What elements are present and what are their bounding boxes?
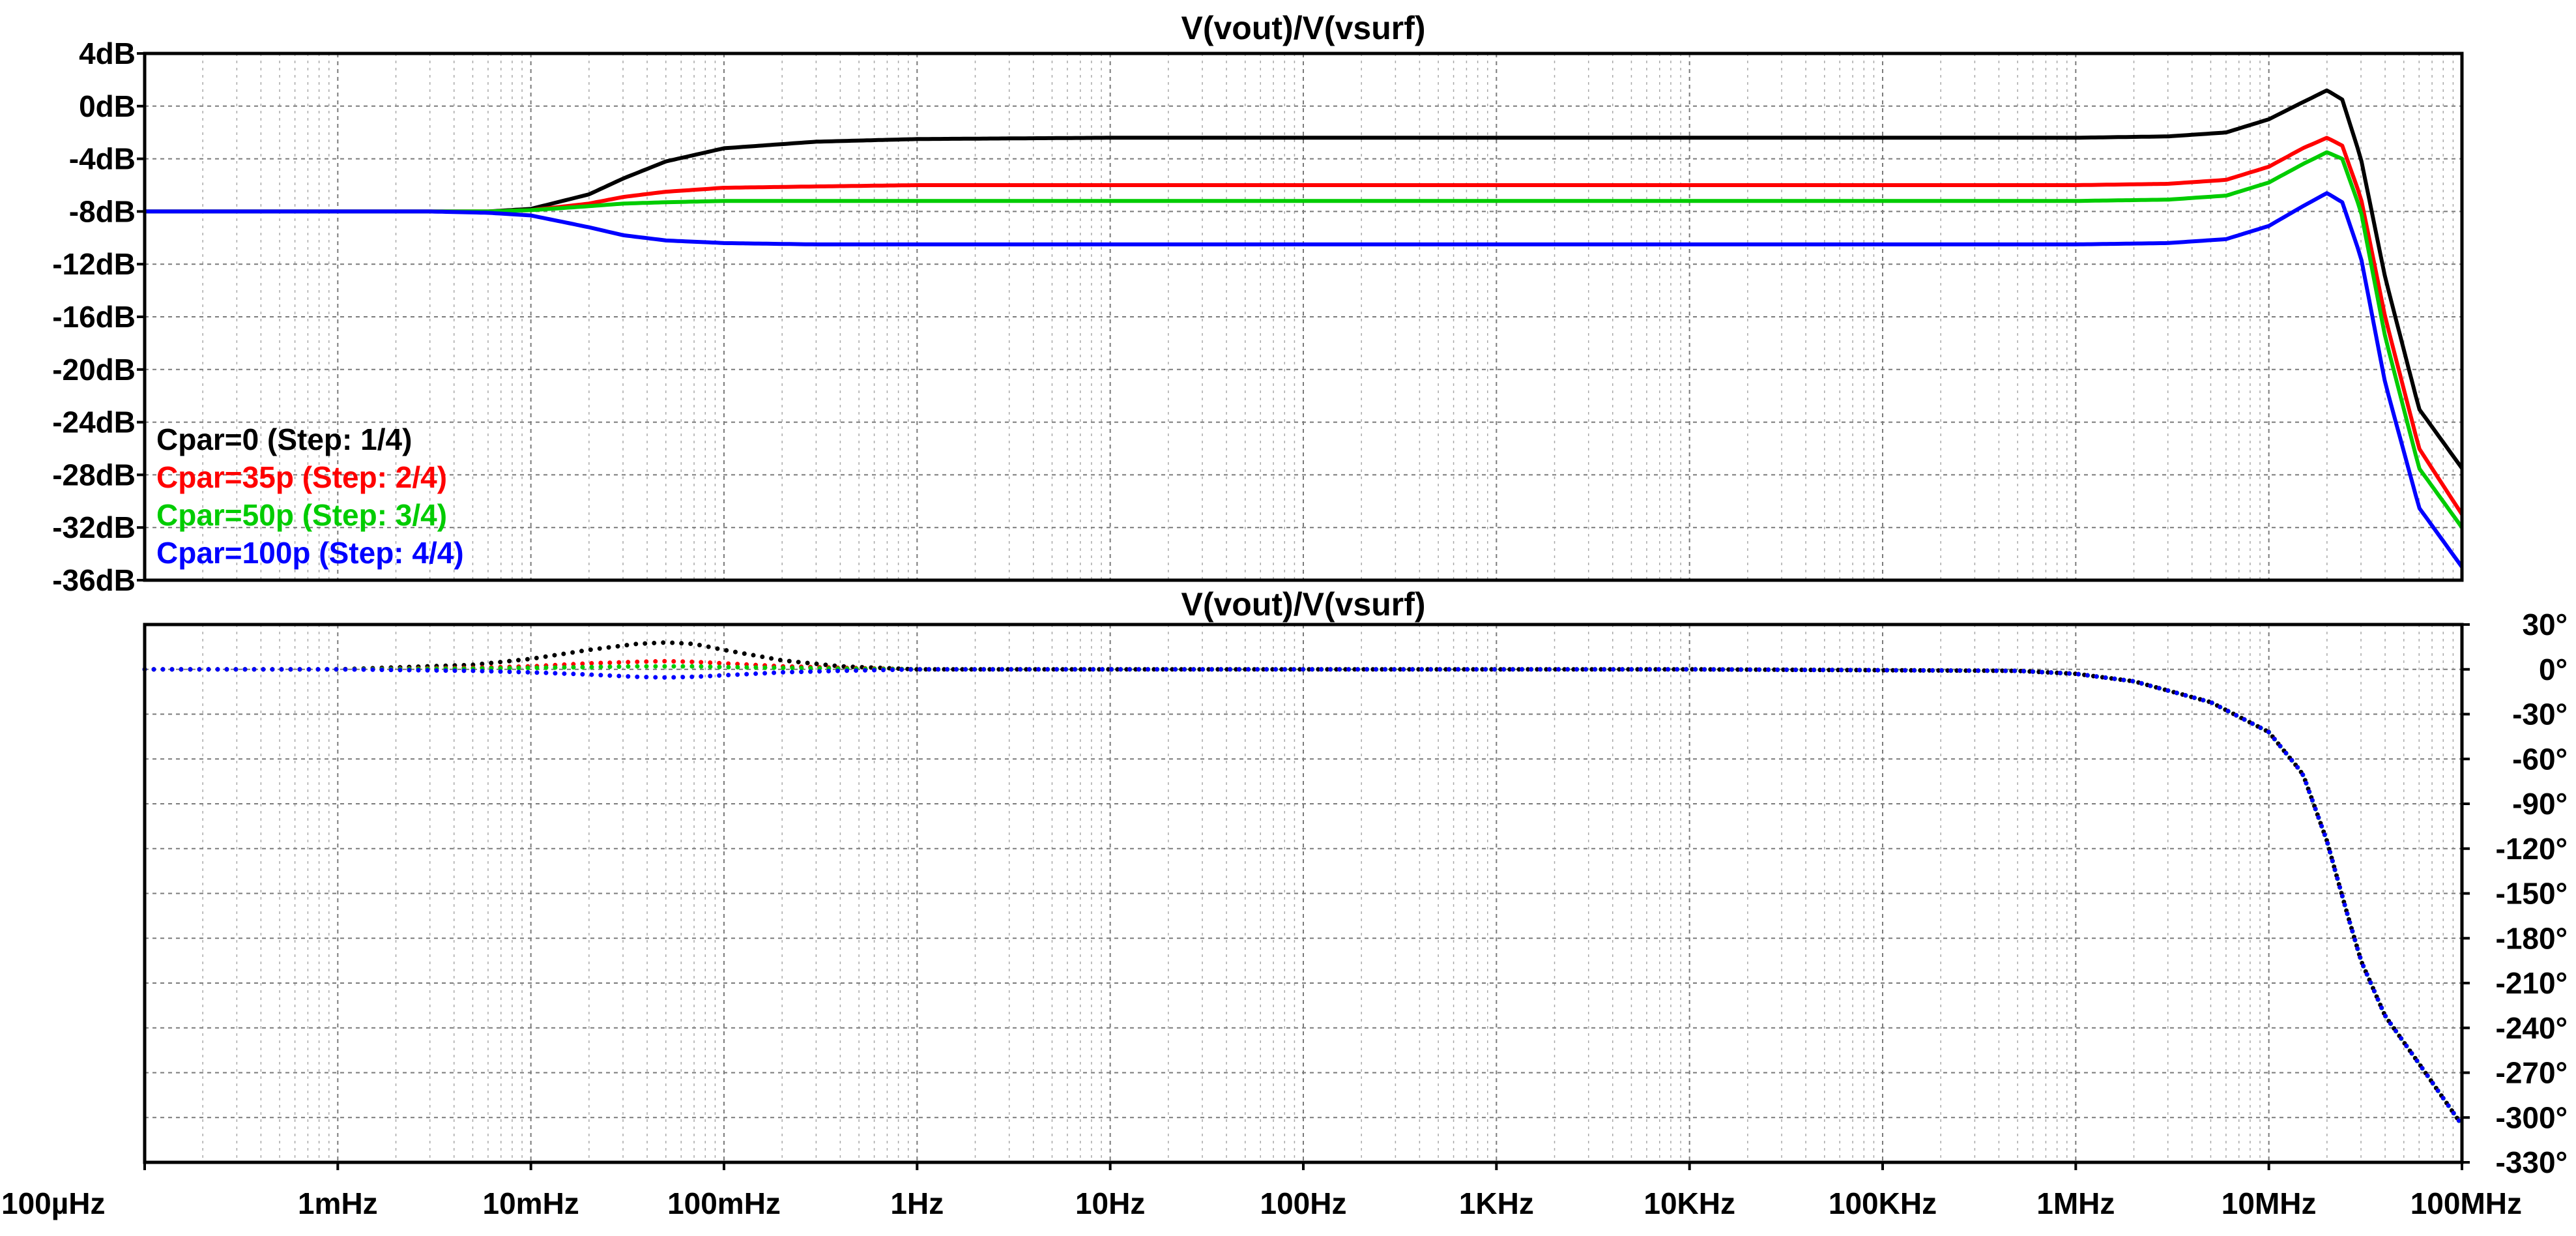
phase-y-tick-label: -210° (2496, 966, 2568, 1000)
x-tick-label: 10Hz (1075, 1186, 1145, 1220)
phase-y-tick-label: -180° (2496, 921, 2568, 955)
phase-y-tick-label: -300° (2496, 1100, 2568, 1134)
magnitude-y-tick-labels: 4dB 0dB -4dB -8dB -12dB -16dB -20dB -24dB -28dB -… (52, 37, 145, 597)
legend-entry-3: Cpar=50p (Step: 3/4) (156, 498, 447, 532)
magnitude-series-1 (145, 88, 2464, 470)
x-tick-label: 100Hz (1260, 1186, 1347, 1220)
legend-entry-2: Cpar=35p (Step: 2/4) (156, 460, 447, 494)
magnitude-y-tick-label: -36dB (52, 563, 136, 597)
phase-y-tick-label: -60° (2512, 742, 2568, 776)
x-tick-label: 1Hz (890, 1186, 944, 1220)
x-tick-label: 100MHz (2410, 1186, 2522, 1220)
magnitude-y-tick-label: -24dB (52, 405, 136, 439)
magnitude-y-tick-label: -32dB (52, 510, 136, 544)
phase-y-tick-label: -240° (2496, 1011, 2568, 1045)
phase-y-tick-label: -90° (2512, 787, 2568, 821)
phase-y-tick-label: 0° (2539, 653, 2568, 686)
phase-grid (145, 625, 2462, 1162)
phase-y-tick-label: -330° (2496, 1145, 2568, 1179)
magnitude-y-tick-label: -8dB (69, 194, 136, 228)
phase-y-tick-label: 30° (2522, 608, 2568, 641)
x-tick-label: 10KHz (1643, 1186, 1735, 1220)
x-tick-label: 1MHz (2036, 1186, 2115, 1220)
phase-y-tick-label: -270° (2496, 1056, 2568, 1090)
x-tick-label: 1mHz (298, 1186, 378, 1220)
legend-entry-1: Cpar=0 (Step: 1/4) (156, 422, 412, 456)
phase-series-1 (142, 640, 2465, 1128)
phase-y-tick-labels: 30° 0° -30° -60° -90° -120° -150° -180° -210° -24… (2462, 608, 2568, 1179)
phase-y-tick-label: -30° (2512, 698, 2568, 731)
magnitude-grid (145, 53, 2462, 580)
phase-y-tick-label: -120° (2496, 832, 2568, 866)
x-tick-label: 10mHz (483, 1186, 579, 1220)
legend-entry-4: Cpar=100p (Step: 4/4) (156, 536, 464, 570)
magnitude-y-tick-label: -20dB (52, 353, 136, 387)
magnitude-y-tick-label: -16dB (52, 300, 136, 334)
magnitude-y-tick-label: 0dB (79, 89, 136, 123)
magnitude-y-tick-label: -12dB (52, 247, 136, 281)
magnitude-y-tick-label: -4dB (69, 142, 136, 176)
x-tick-labels: 100µHz 1mHz 10mHz 100mHz 1Hz 10Hz 100Hz 1KHz 10K… (1, 1162, 2522, 1220)
magnitude-y-tick-label: -28dB (52, 458, 136, 492)
magnitude-y-tick-label: 4dB (79, 37, 136, 70)
phase-curves (142, 640, 2465, 1128)
x-tick-label: 100KHz (1829, 1186, 1937, 1220)
x-tick-label: 100µHz (1, 1186, 105, 1220)
phase-title: V(vout)/V(vsurf) (1181, 586, 1426, 623)
x-tick-label: 1KHz (1459, 1186, 1534, 1220)
phase-series-4 (142, 667, 2465, 1128)
legend: Cpar=0 (Step: 1/4) Cpar=35p (Step: 2/4) Cp… (156, 422, 464, 570)
x-tick-label: 100mHz (667, 1186, 781, 1220)
x-tick-label: 10MHz (2221, 1186, 2317, 1220)
magnitude-title: V(vout)/V(vsurf) (1181, 10, 1426, 46)
magnitude-series-3 (145, 150, 2464, 529)
magnitude-curves (145, 88, 2464, 568)
phase-y-tick-label: -150° (2496, 877, 2568, 911)
magnitude-series-4 (145, 191, 2464, 568)
